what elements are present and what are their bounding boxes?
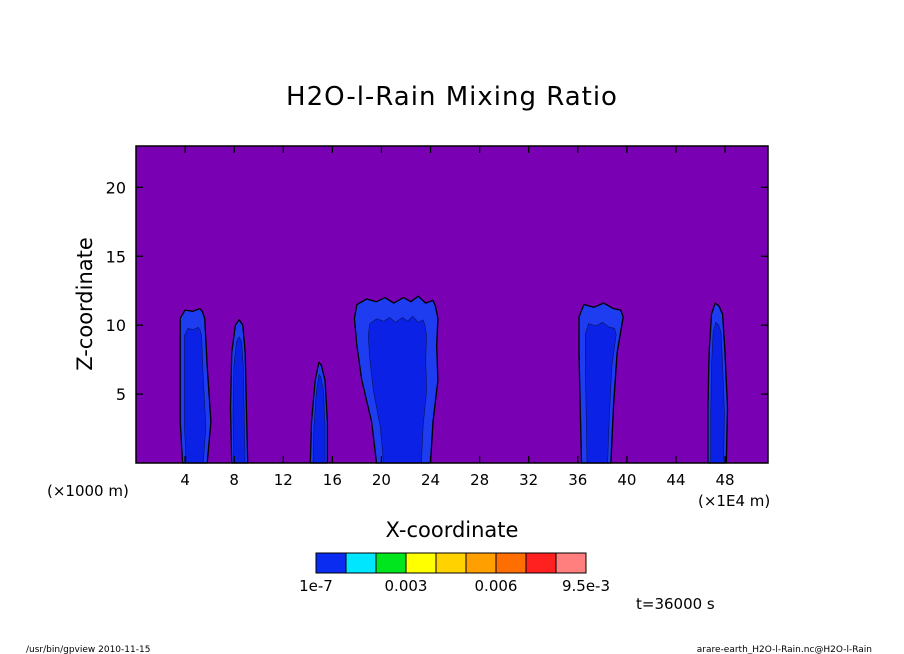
plot-frame xyxy=(135,145,769,464)
y-tick-label: 10 xyxy=(106,316,126,335)
time-label: t=36000 s xyxy=(636,595,715,613)
x-tick-label: 48 xyxy=(716,471,735,489)
contour-regions xyxy=(179,295,729,464)
colorbar-swatch xyxy=(435,552,467,574)
x-ticks: 4 8 12 16 20 24 28 32 36 40 44 48 xyxy=(180,146,735,489)
x-tick-label: 20 xyxy=(372,471,391,489)
y-axis-label: Z-coordinate xyxy=(73,237,97,371)
x-tick-label: 40 xyxy=(617,471,636,489)
y-tick-label: 15 xyxy=(106,247,126,266)
y-tick-label: 20 xyxy=(106,178,126,197)
colorbar-swatch xyxy=(315,552,347,574)
colorbar-label: 9.5e-3 xyxy=(562,577,610,595)
colorbar-swatch xyxy=(405,552,437,574)
colorbar-label: 0.003 xyxy=(385,577,428,595)
x-tick-label: 36 xyxy=(568,471,587,489)
contour-core xyxy=(312,373,326,464)
colorbar-swatch xyxy=(375,552,407,574)
footer-right: arare-earth_H2O-l-Rain.nc@H2O-l-Rain xyxy=(697,645,872,654)
colorbar-label: 0.006 xyxy=(475,577,518,595)
contour-core xyxy=(232,336,246,464)
x-tick-label: 16 xyxy=(323,471,342,489)
contour-core xyxy=(585,321,617,464)
colorbar-swatch xyxy=(465,552,497,574)
x-tick-label: 24 xyxy=(421,471,440,489)
colorbar-label: 1e-7 xyxy=(299,577,333,595)
y-ticks: 5 10 15 20 xyxy=(106,178,768,404)
x-tick-label: 32 xyxy=(519,471,538,489)
colorbar: 1e-7 0.003 0.006 9.5e-3 xyxy=(299,552,610,595)
chart-title: H2O-l-Rain Mixing Ratio xyxy=(286,82,618,112)
x-tick-label: 8 xyxy=(229,471,239,489)
x-unit-left: (×1000 m) xyxy=(47,482,129,500)
colorbar-swatch xyxy=(525,552,557,574)
colorbar-swatch xyxy=(345,552,377,574)
x-axis-label: X-coordinate xyxy=(386,518,519,542)
x-tick-label: 12 xyxy=(274,471,293,489)
x-unit-right: (×1E4 m) xyxy=(698,492,770,510)
x-tick-label: 4 xyxy=(180,471,190,489)
x-tick-label: 44 xyxy=(666,471,685,489)
colorbar-swatch xyxy=(555,552,587,574)
contour-core xyxy=(367,315,427,464)
footer-left: /usr/bin/gpview 2010-11-15 xyxy=(26,645,150,654)
y-tick-label: 5 xyxy=(116,385,126,404)
contour-core xyxy=(710,321,725,464)
contour-core xyxy=(184,326,207,464)
x-tick-label: 28 xyxy=(470,471,489,489)
colorbar-swatch xyxy=(495,552,527,574)
